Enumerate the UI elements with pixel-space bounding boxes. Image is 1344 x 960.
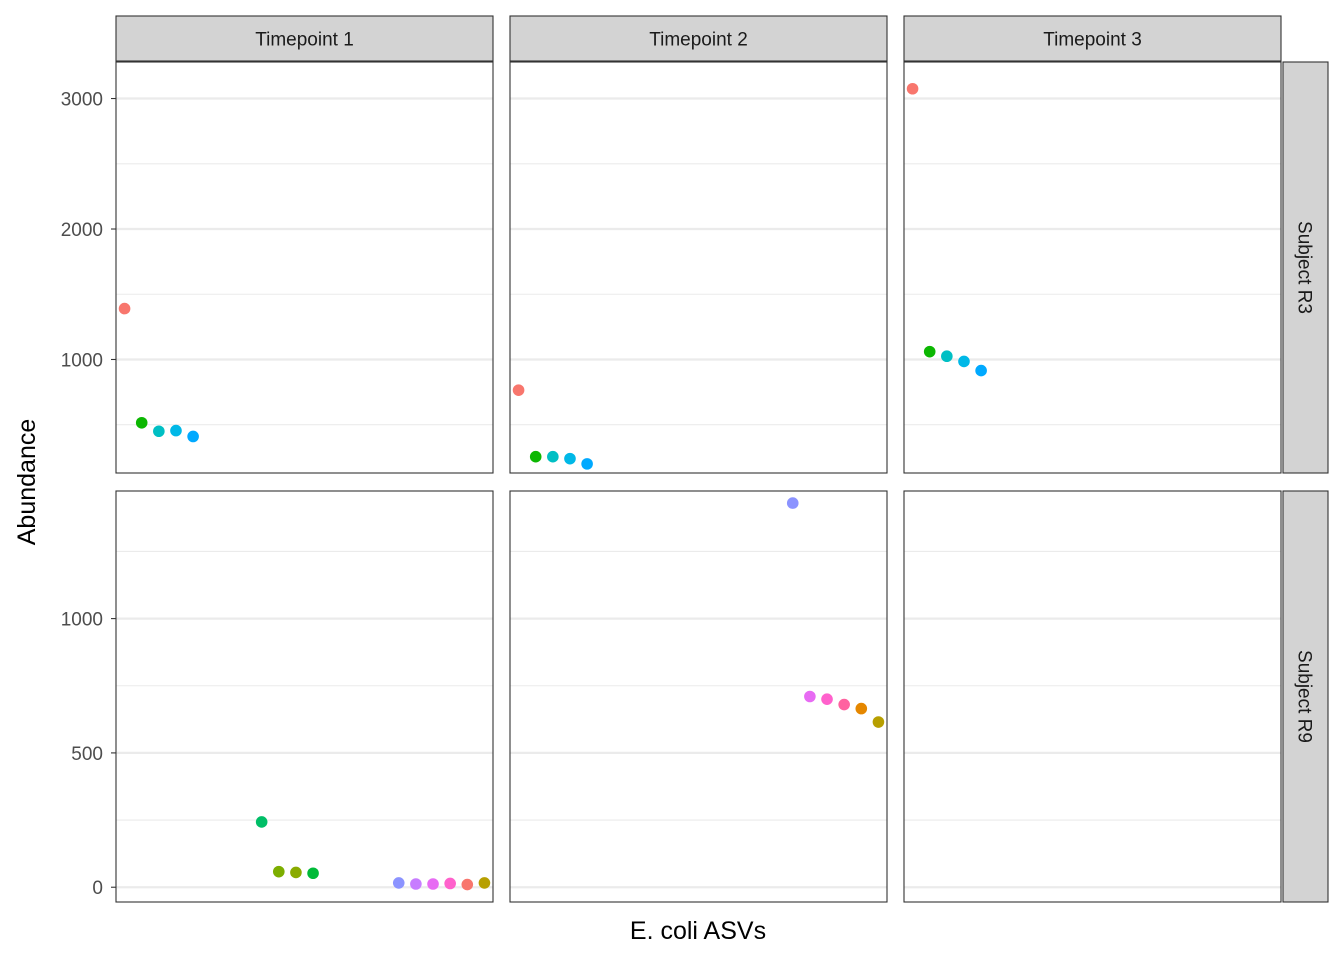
y-axis-layer: 1000 2000 3000 0 500 1000 xyxy=(61,90,116,900)
data-point-r2-c1-5 xyxy=(393,877,405,889)
data-point-r2-c2-2 xyxy=(804,691,816,703)
data-point-r2-c1-7 xyxy=(427,878,439,890)
data-point-r1-c2-5 xyxy=(581,458,593,470)
y-axis-title: Abundance xyxy=(13,419,41,546)
x-axis-title: E. coli ASVs xyxy=(630,917,766,945)
data-point-r1-c1-4 xyxy=(170,425,182,437)
column-strip-label: Timepoint 1 xyxy=(255,30,354,51)
data-point-r1-c2-3 xyxy=(547,451,559,463)
data-point-r2-c1-4 xyxy=(307,867,319,879)
data-point-r2-c1-3 xyxy=(290,867,302,879)
y-tick-label: 1000 xyxy=(61,350,103,371)
y-tick-label: 1000 xyxy=(61,610,103,631)
panel-background xyxy=(116,62,493,473)
data-point-r1-c1-1 xyxy=(119,303,131,315)
data-point-r1-c3-2 xyxy=(924,346,936,358)
y-tick-label: 3000 xyxy=(61,90,103,111)
row-strip-label: Subject R9 xyxy=(1294,650,1315,743)
facet-panel-r1-c2 xyxy=(510,62,887,473)
y-tick-label: 500 xyxy=(71,744,103,765)
data-point-r1-c1-2 xyxy=(136,417,148,429)
data-point-r2-c1-8 xyxy=(444,878,456,890)
panel-background xyxy=(116,491,493,902)
panel-background xyxy=(904,62,1281,473)
row-strip-label: Subject R3 xyxy=(1294,221,1315,314)
column-strip-label: Timepoint 3 xyxy=(1043,30,1142,51)
y-tick-label: 0 xyxy=(92,878,103,899)
data-point-r1-c3-5 xyxy=(975,365,987,377)
data-point-r2-c1-6 xyxy=(410,878,422,890)
data-point-r2-c2-5 xyxy=(855,703,867,715)
data-point-r1-c1-5 xyxy=(187,431,199,443)
data-point-r2-c1-10 xyxy=(479,877,491,889)
data-point-r2-c2-1 xyxy=(787,497,799,509)
facet-panel-r2-c3 xyxy=(904,491,1281,902)
data-point-r1-c2-2 xyxy=(530,451,542,463)
data-point-r1-c2-4 xyxy=(564,453,576,465)
panels-layer xyxy=(116,62,1281,902)
facet-panel-r1-c3 xyxy=(904,62,1281,473)
data-point-r2-c1-2 xyxy=(273,866,285,878)
data-point-r1-c1-3 xyxy=(153,425,165,437)
data-point-r2-c1-9 xyxy=(461,879,473,891)
facet-panel-r2-c1 xyxy=(116,491,493,902)
data-point-r1-c3-1 xyxy=(907,83,919,95)
data-point-r1-c2-1 xyxy=(513,384,525,396)
data-point-r1-c3-3 xyxy=(941,350,953,362)
column-strip-label: Timepoint 2 xyxy=(649,30,748,51)
panel-background xyxy=(904,491,1281,902)
data-point-r2-c1-1 xyxy=(256,816,268,828)
panel-background xyxy=(510,62,887,473)
y-tick-label: 2000 xyxy=(61,220,103,241)
facet-panel-r1-c1 xyxy=(116,62,493,473)
data-point-r1-c3-4 xyxy=(958,356,970,368)
data-point-r2-c2-6 xyxy=(873,716,885,728)
data-point-r2-c2-3 xyxy=(821,693,833,705)
data-point-r2-c2-4 xyxy=(838,699,850,711)
